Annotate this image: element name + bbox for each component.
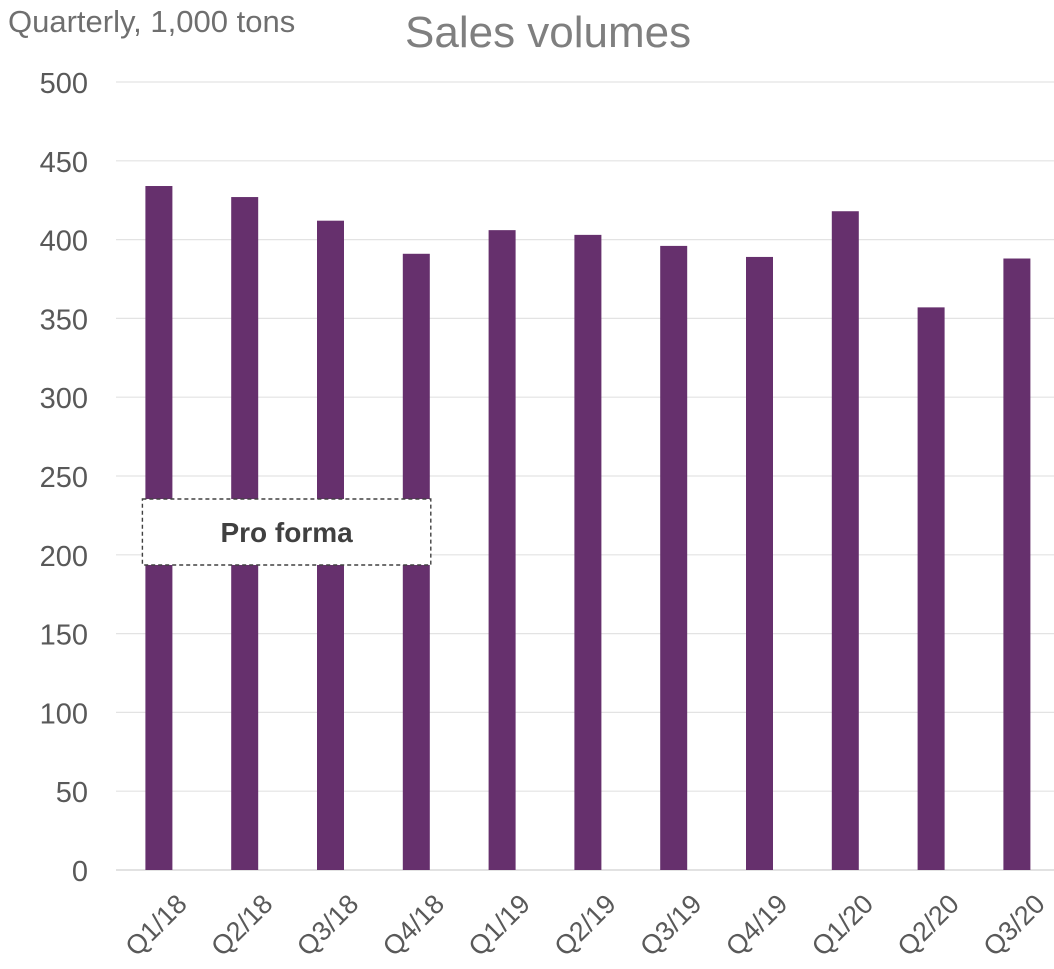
bar bbox=[746, 256, 773, 870]
x-tick-label: Q4/19 bbox=[720, 889, 793, 962]
x-tick-label: Q1/20 bbox=[806, 889, 879, 962]
bar bbox=[831, 211, 859, 870]
bar bbox=[574, 234, 602, 870]
y-tick-label: 250 bbox=[40, 462, 88, 494]
chart-title: Sales volumes bbox=[405, 8, 692, 57]
x-tick-label: Q3/18 bbox=[291, 889, 364, 962]
annotation-box bbox=[141, 498, 432, 566]
x-tick-label: Q2/20 bbox=[892, 889, 965, 962]
x-tick-label: Q2/18 bbox=[205, 889, 278, 962]
y-tick-label: 50 bbox=[56, 777, 88, 809]
y-tick-label: 500 bbox=[40, 68, 88, 100]
bar bbox=[1003, 258, 1031, 871]
bar bbox=[660, 245, 688, 871]
y-tick-label: 150 bbox=[40, 620, 88, 652]
y-tick-label: 300 bbox=[40, 383, 88, 415]
x-tick-label: Q3/20 bbox=[977, 889, 1050, 962]
y-tick-label: 0 bbox=[72, 856, 88, 888]
x-tick-label: Q2/19 bbox=[548, 889, 621, 962]
y-tick-label: 400 bbox=[40, 226, 88, 258]
y-tick-label: 100 bbox=[40, 698, 88, 730]
bar bbox=[917, 307, 945, 870]
annotation-text: Pro forma bbox=[220, 517, 353, 548]
x-tick-label: Q1/19 bbox=[463, 889, 536, 962]
x-tick-label: Q3/19 bbox=[634, 889, 707, 962]
x-tick-label: Q4/18 bbox=[377, 889, 450, 962]
x-tick-label: Q1/18 bbox=[119, 889, 192, 962]
y-tick-label: 200 bbox=[40, 541, 88, 573]
y-axis-label: Quarterly, 1,000 tons bbox=[8, 4, 296, 39]
y-tick-label: 450 bbox=[40, 147, 88, 179]
bar bbox=[488, 230, 516, 871]
y-tick-label: 350 bbox=[40, 304, 88, 336]
